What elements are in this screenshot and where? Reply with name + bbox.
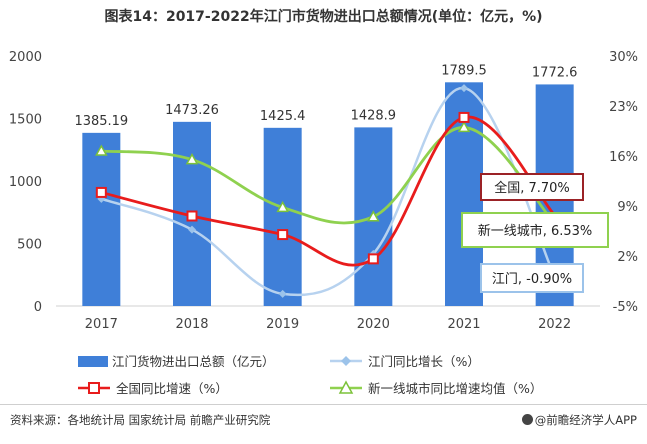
legend-label: 江门货物进出口总额（亿元） [112, 354, 275, 369]
right-axis-tick-label: 23% [609, 100, 638, 115]
diamond-marker [278, 289, 287, 298]
diamond-marker-icon [341, 356, 351, 366]
x-axis-tick-label: 2020 [357, 317, 390, 332]
left-axis-tick-label: 1000 [9, 175, 42, 190]
callout-national-box [480, 173, 584, 201]
bar-data-label: 1425.4 [260, 109, 306, 124]
x-axis-tick-label: 2021 [447, 317, 480, 332]
diamond-marker [188, 225, 196, 234]
square-marker [277, 229, 289, 241]
bar-data-label: 1385.19 [74, 114, 128, 129]
x-axis-tick-label: 2017 [85, 317, 118, 332]
chart-legend: 江门货物进出口总额（亿元） 江门同比增长（%） 全国同比增速（%） 新一线城市同… [78, 354, 542, 396]
bar [263, 127, 302, 306]
right-axis-tick-label: 30% [609, 50, 638, 65]
left-axis-tick-label: 2000 [9, 50, 42, 65]
chart-title: 图表14：2017-2022年江门市货物进出口总额情况(单位：亿元，%) [104, 9, 543, 25]
brand-credit: @前瞻经济学人APP [521, 412, 637, 428]
square-marker [95, 186, 107, 198]
callout-jiangmen-box [480, 263, 584, 293]
divider [0, 404, 647, 405]
callout-first-tier-box [461, 212, 609, 248]
callout-national-label: 全国, 7.70% [494, 180, 570, 196]
left-axis-tick-label: 500 [17, 238, 42, 253]
bar-data-label: 1473.26 [165, 103, 219, 118]
bar [82, 132, 121, 306]
square-marker [367, 253, 379, 265]
right-axis-tick-label: 2% [617, 250, 638, 265]
bar-data-label: 1789.5 [441, 63, 487, 78]
legend-item-export-total: 江门货物进出口总额（亿元） [78, 354, 275, 369]
right-axis-tick-label: 9% [617, 200, 638, 215]
triangle-marker [367, 210, 380, 222]
legend-swatch-bar [78, 356, 108, 367]
legend-label: 全国同比增速（%） [116, 381, 228, 396]
brand-text: @前瞻经济学人APP [534, 413, 637, 427]
right-axis-tick-label: 16% [609, 150, 638, 165]
bar-data-label: 1428.9 [351, 108, 397, 123]
brand-logo-icon [521, 414, 533, 425]
diamond-marker [460, 84, 468, 93]
bar-data-label: 1772.6 [532, 65, 578, 80]
square-marker-icon [88, 382, 100, 394]
square-marker [458, 111, 470, 123]
callout-jiangmen-label: 江门, -0.90% [492, 272, 572, 287]
legend-label: 江门同比增长（%） [368, 354, 480, 369]
legend-label: 新一线城市同比增速均值（%） [368, 381, 542, 396]
square-marker [186, 210, 198, 222]
left-axis-tick-label: 0 [34, 300, 42, 315]
x-axis-tick-label: 2018 [175, 317, 208, 332]
legend-item-national-growth: 全国同比增速（%） [78, 381, 228, 396]
callout-first-tier-label: 新一线城市, 6.53% [478, 223, 593, 239]
triangle-marker [276, 200, 289, 213]
triangle-marker [457, 120, 471, 133]
left-axis-tick-label: 1500 [9, 113, 42, 128]
x-axis-tick-label: 2019 [266, 317, 299, 332]
source-note: 资料来源：各地统计局 国家统计局 前瞻产业研究院 [10, 413, 271, 427]
x-axis-tick-label: 2022 [538, 317, 571, 332]
right-axis-tick-label: -5% [613, 300, 638, 315]
triangle-marker [185, 153, 199, 165]
legend-item-jiangmen-growth: 江门同比增长（%） [330, 354, 480, 369]
triangle-marker [95, 144, 108, 156]
triangle-marker-icon [338, 380, 354, 394]
legend-item-first-tier-growth: 新一线城市同比增速均值（%） [330, 380, 542, 396]
